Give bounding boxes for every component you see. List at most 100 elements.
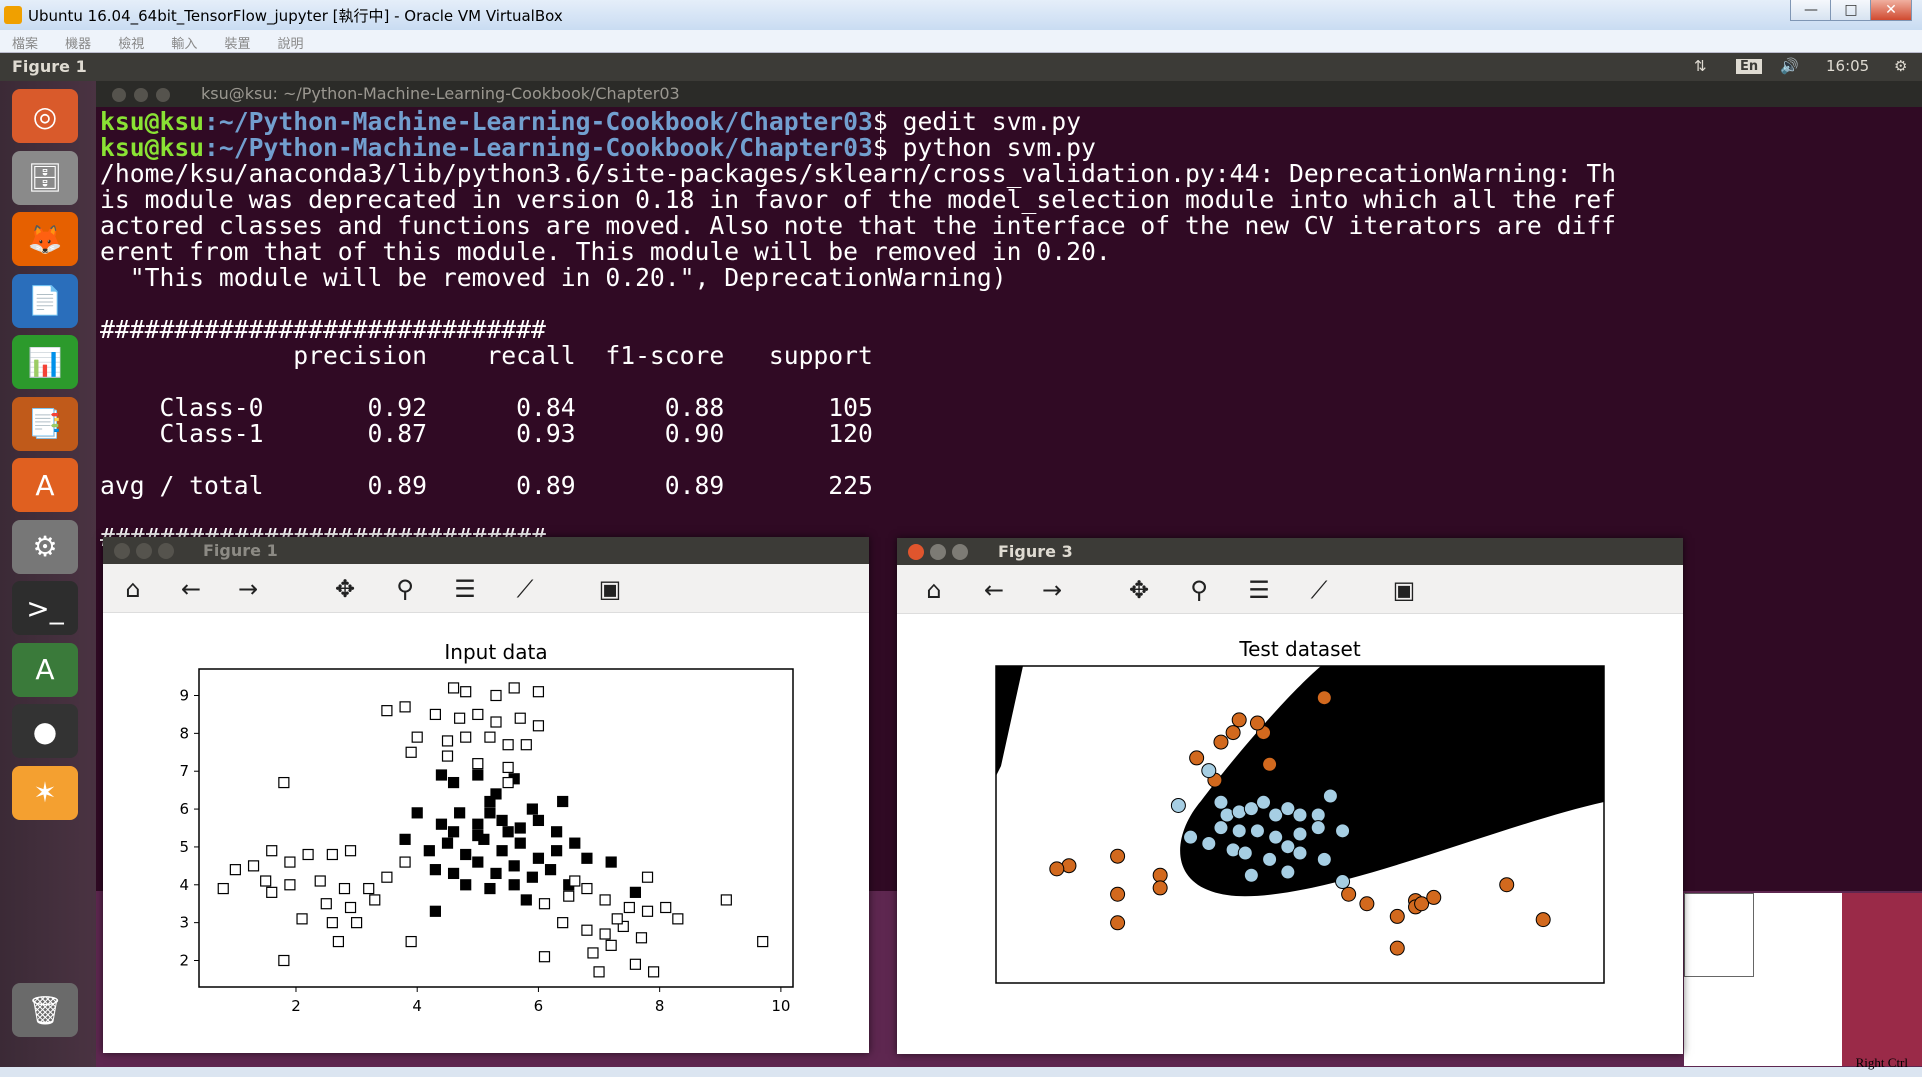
subplots-icon[interactable]: ☰ <box>454 575 476 603</box>
data-point <box>641 871 654 883</box>
close-icon[interactable] <box>112 88 126 102</box>
launcher-dash-home-icon[interactable]: ◎ <box>12 89 78 143</box>
data-point <box>508 879 520 891</box>
edit-curves-icon[interactable]: ⟋ <box>516 575 534 603</box>
data-point <box>599 928 611 940</box>
gear-icon[interactable]: ⚙ <box>1894 57 1908 75</box>
minimize-icon[interactable] <box>930 544 946 560</box>
home-icon[interactable]: ⌂ <box>125 575 141 603</box>
edit-curves-icon[interactable]: ⟋ <box>1310 576 1328 604</box>
save-icon[interactable]: ▣ <box>1392 576 1416 604</box>
launcher-trash-icon[interactable]: 🗑 <box>12 983 78 1037</box>
y-tick-label: 9 <box>179 687 189 705</box>
zoom-icon[interactable]: ⚲ <box>396 575 414 603</box>
data-point <box>532 814 545 827</box>
data-point <box>551 826 563 838</box>
menu-machine[interactable]: 機器 <box>65 37 92 52</box>
menu-devices[interactable]: 裝置 <box>224 37 251 52</box>
zoom-icon[interactable]: ⚲ <box>1190 576 1208 604</box>
data-point <box>472 769 484 781</box>
launcher-software-updater-icon[interactable]: A <box>12 642 78 697</box>
data-point <box>1231 712 1247 728</box>
data-point <box>1292 807 1308 823</box>
forward-icon[interactable]: → <box>237 575 259 603</box>
data-point <box>593 966 605 978</box>
back-icon[interactable]: ← <box>983 576 1005 604</box>
launcher-impress-icon[interactable]: 📑 <box>12 396 78 451</box>
network-arrows-icon[interactable]: ⇅ <box>1694 57 1707 75</box>
menu-help[interactable]: 說明 <box>277 37 304 52</box>
launcher-photo-app-icon[interactable]: ✶ <box>12 765 78 820</box>
forward-icon[interactable]: → <box>1041 576 1063 604</box>
data-point <box>429 905 441 917</box>
data-point <box>629 886 642 898</box>
data-point <box>1152 867 1168 883</box>
data-point <box>411 807 423 819</box>
data-point <box>326 848 338 861</box>
data-point <box>381 705 393 717</box>
data-point <box>532 852 545 864</box>
home-icon[interactable]: ⌂ <box>926 576 942 604</box>
data-point <box>217 882 229 895</box>
data-point <box>1213 794 1229 810</box>
menu-view[interactable]: 檢視 <box>118 37 145 52</box>
data-point <box>447 826 460 838</box>
data-point <box>429 708 441 721</box>
menu-file[interactable]: 檔案 <box>12 37 39 52</box>
figure3-window[interactable]: Figure 3 ⌂ ← → ✥ ⚲ ☰ ⟋ ▣ Test dataset <box>897 538 1683 1054</box>
maximize-icon[interactable] <box>156 88 170 102</box>
close-icon[interactable] <box>908 544 924 560</box>
data-point <box>447 682 460 694</box>
maximize-icon[interactable] <box>952 544 968 560</box>
clock[interactable]: 16:05 <box>1826 57 1870 75</box>
data-point <box>1110 915 1126 931</box>
terminal-titlebar: ksu@ksu: ~/Python-Machine-Learning-Cookb… <box>96 81 1922 107</box>
y-tick-label: 8 <box>179 724 189 742</box>
data-point <box>314 875 326 887</box>
data-point <box>514 837 526 849</box>
volume-icon[interactable]: 🔊 <box>1780 57 1799 75</box>
maximize-icon[interactable] <box>158 543 174 559</box>
launcher-calc-icon[interactable]: 📊 <box>12 335 78 389</box>
data-point <box>1110 848 1126 864</box>
launcher-writer-icon[interactable]: 📄 <box>12 273 78 328</box>
launcher-firefox-icon[interactable]: 🦊 <box>12 212 78 266</box>
figure1-titlebar: Figure 1 <box>103 537 869 564</box>
data-point <box>447 867 460 880</box>
launcher-files-icon[interactable]: 🗄 <box>12 150 78 205</box>
subplots-icon[interactable]: ☰ <box>1248 576 1270 604</box>
save-icon[interactable]: ▣ <box>598 575 622 603</box>
data-point <box>247 860 260 872</box>
terminal-output[interactable]: ksu@ksu:~/Python-Machine-Learning-Cookbo… <box>100 109 1920 551</box>
y-tick-label: 2 <box>179 952 189 970</box>
close-button[interactable]: ✕ <box>1870 0 1912 21</box>
data-point <box>551 845 563 857</box>
pan-icon[interactable]: ✥ <box>334 575 356 603</box>
figure1-window[interactable]: Figure 1 ⌂ ← → ✥ ⚲ ☰ ⟋ ▣ Input data 2 4 6 8 1… <box>103 537 869 1053</box>
launcher-disk-drive-icon[interactable]: ● <box>12 704 78 758</box>
keyboard-layout-indicator[interactable]: En <box>1736 59 1763 74</box>
terminal-title: ksu@ksu: ~/Python-Machine-Learning-Cookb… <box>201 84 680 103</box>
back-icon[interactable]: ← <box>180 575 202 603</box>
minimize-icon[interactable] <box>136 543 152 559</box>
data-point <box>1268 829 1284 845</box>
minimize-icon[interactable] <box>134 88 148 102</box>
data-point <box>1280 839 1296 855</box>
data-point <box>1535 912 1551 928</box>
maximize-button[interactable]: □ <box>1830 0 1872 21</box>
close-icon[interactable] <box>114 543 130 559</box>
launcher-software-center-icon[interactable]: A <box>12 458 78 512</box>
menu-input[interactable]: 輸入 <box>171 37 198 52</box>
data-point <box>1110 886 1126 902</box>
terminal-line: actored classes and functions are moved.… <box>100 211 1617 240</box>
terminal-prompt-line-2: ksu@ksu:~/Python-Machine-Learning-Cookbo… <box>100 135 1920 161</box>
data-point <box>526 803 538 815</box>
x-tick-label: 10 <box>771 997 790 1015</box>
launcher-terminal-icon[interactable]: >_ <box>12 581 78 635</box>
minimize-button[interactable]: — <box>1790 0 1832 21</box>
data-point <box>1322 788 1338 804</box>
data-point <box>1310 820 1326 836</box>
data-point <box>502 776 514 789</box>
pan-icon[interactable]: ✥ <box>1128 576 1150 604</box>
launcher-system-settings-icon[interactable]: ⚙ <box>12 519 78 574</box>
